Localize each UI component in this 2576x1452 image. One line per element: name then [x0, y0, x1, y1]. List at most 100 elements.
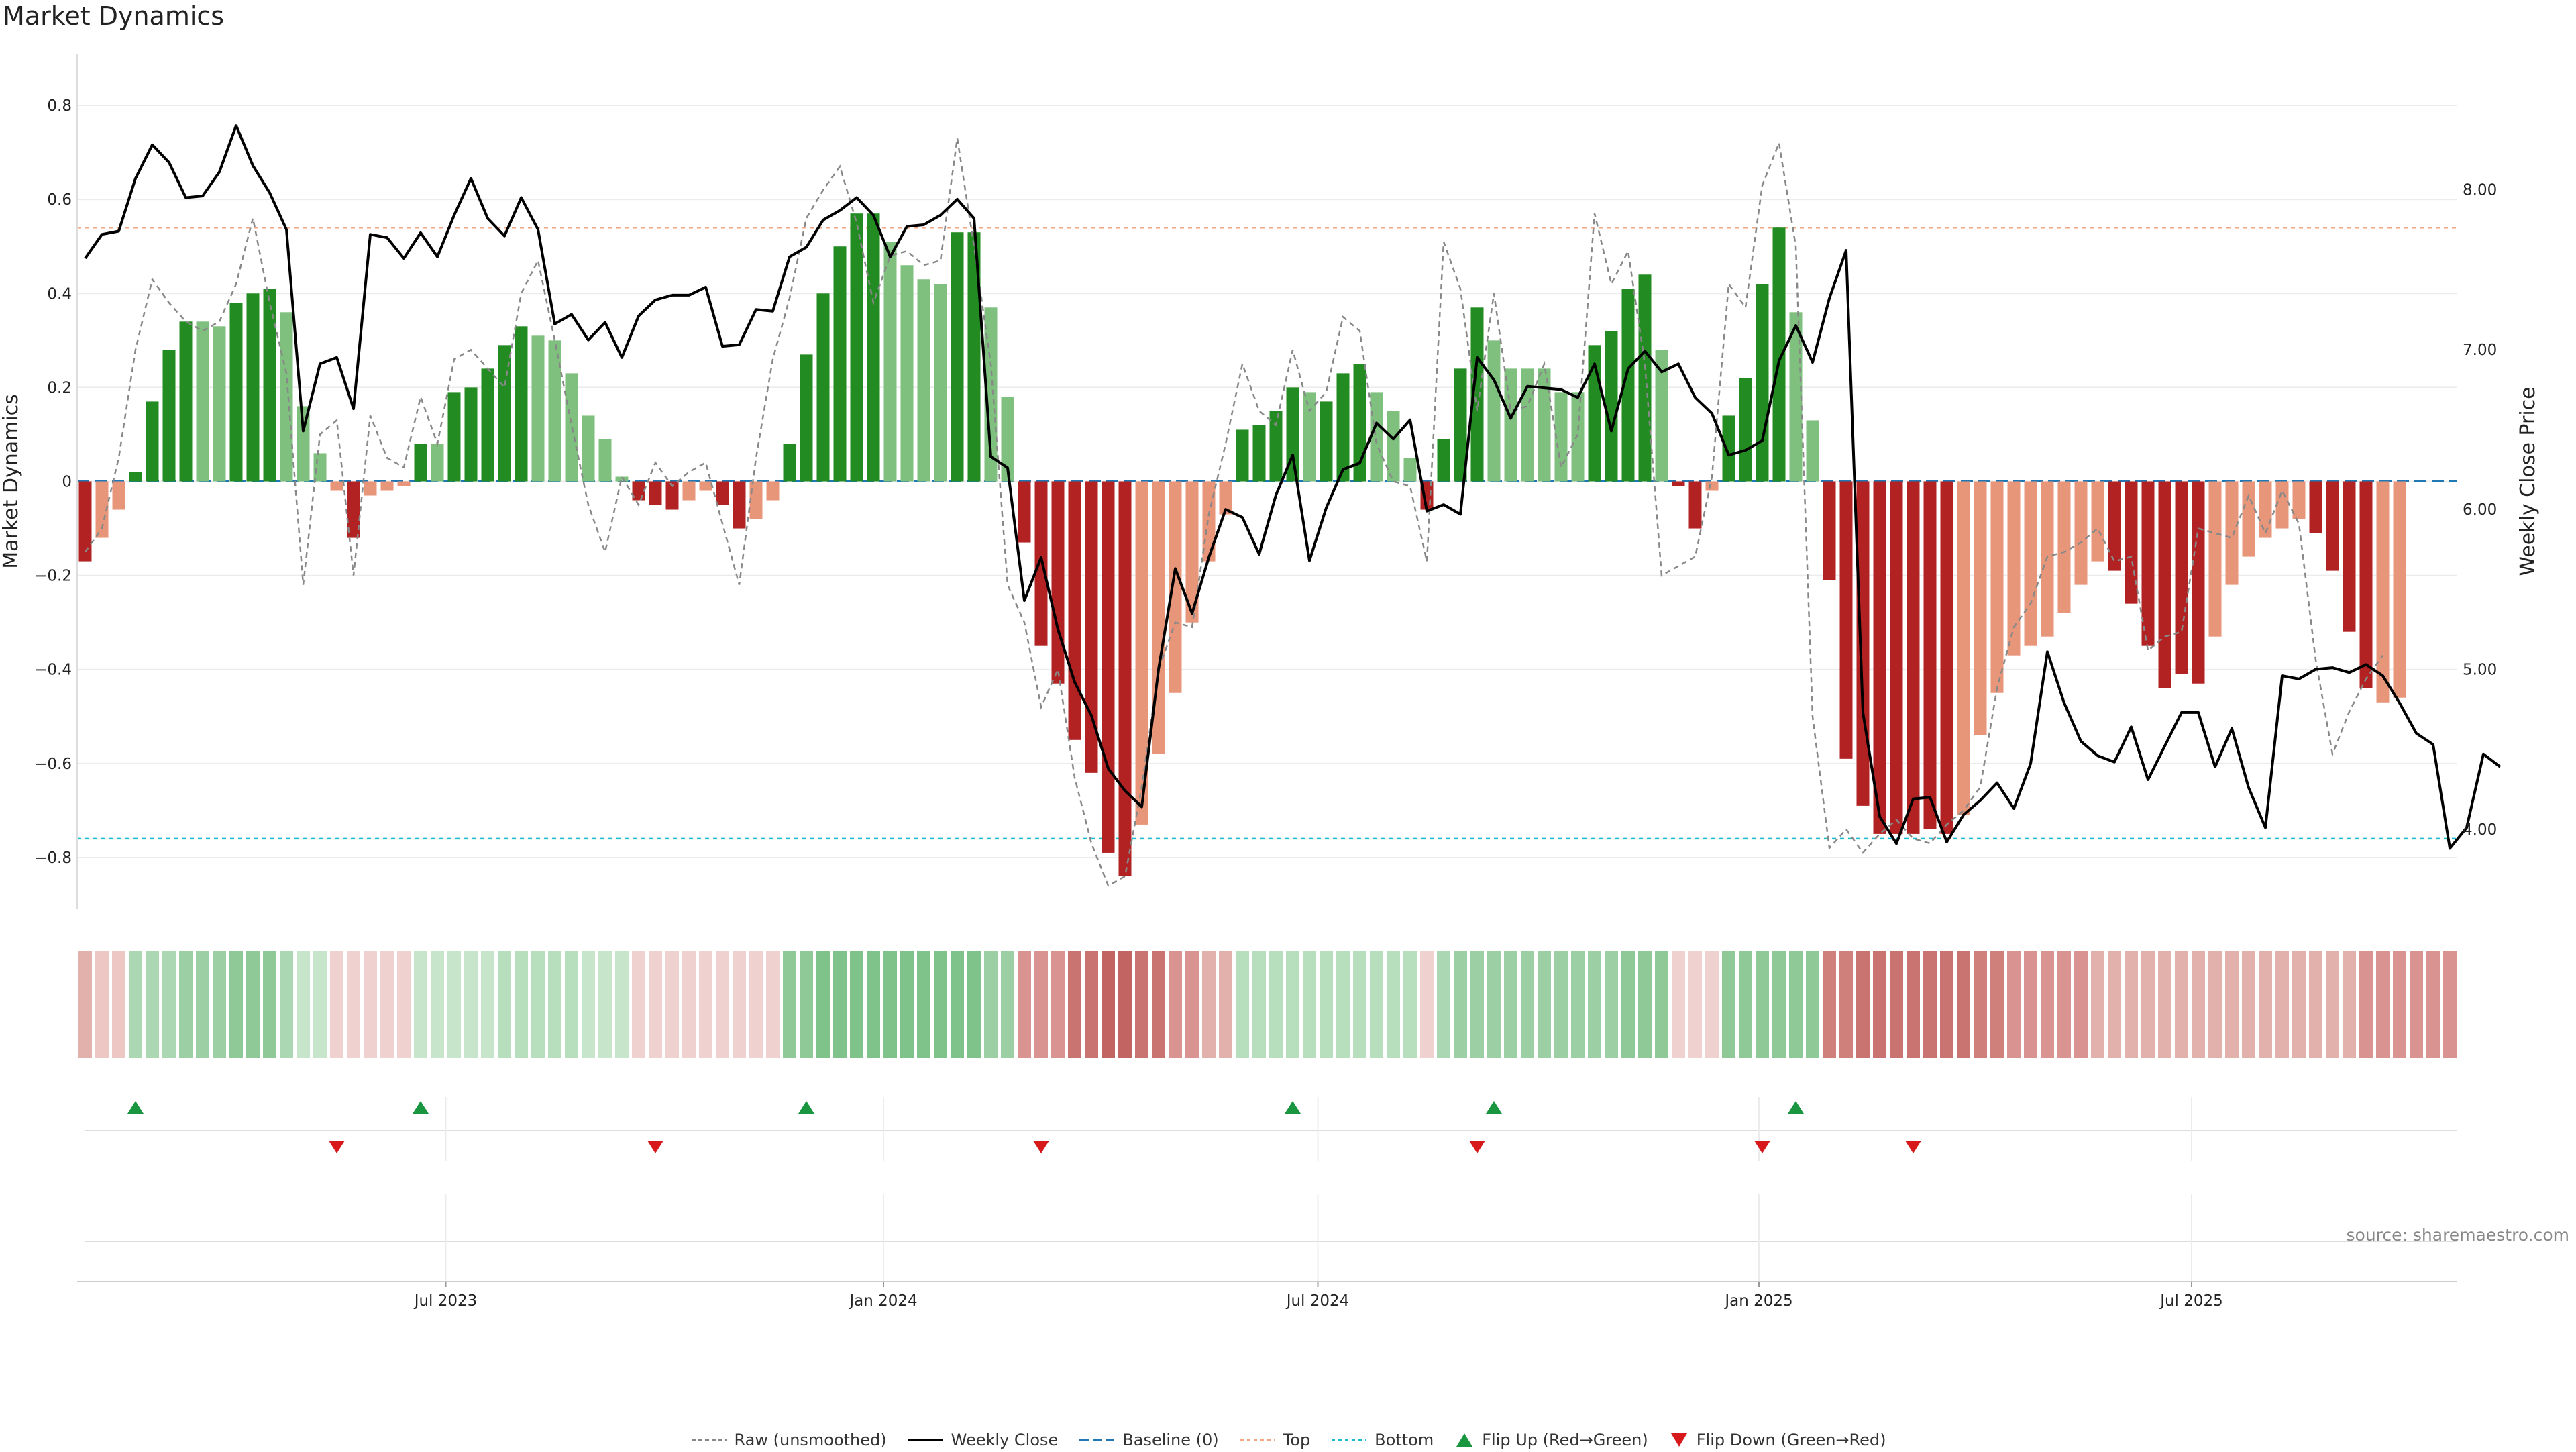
bar [179, 321, 193, 482]
legend-label: Bottom [1375, 1431, 1434, 1449]
bar [1286, 387, 1299, 482]
legend-swatch [1456, 1433, 1473, 1447]
bar [2158, 481, 2171, 688]
bar [1806, 420, 1819, 482]
regime-cell [1873, 951, 1886, 1058]
regime-cell [1990, 951, 2004, 1058]
regime-cell [1152, 951, 1165, 1058]
regime-cell [2007, 951, 2021, 1058]
bar [1990, 481, 2004, 693]
regime-cell [800, 951, 813, 1058]
bar [1102, 481, 1115, 853]
regime-cell [1437, 951, 1450, 1058]
bar [1521, 368, 1534, 482]
regime-cell [1169, 951, 1182, 1058]
legend-item-top: Top [1239, 1431, 1310, 1449]
regime-cell [1974, 951, 1987, 1058]
regime-cell [900, 951, 914, 1058]
bar [1185, 481, 1199, 623]
bar [196, 321, 209, 482]
regime-cell [1085, 951, 1098, 1058]
flip-up-marker [413, 1101, 429, 1114]
bar [397, 481, 411, 486]
legend-swatch [1670, 1433, 1687, 1447]
regime-cell [380, 951, 394, 1058]
bar [1873, 481, 1886, 834]
bar [816, 293, 830, 482]
bar [464, 387, 478, 482]
regime-cell [1554, 951, 1568, 1058]
regime-cell [682, 951, 696, 1058]
regime-cell [78, 951, 92, 1058]
bar [682, 481, 696, 501]
regime-cell [665, 951, 679, 1058]
regime-cell [1269, 951, 1283, 1058]
regime-cell [498, 951, 511, 1058]
regime-cell [1588, 951, 1601, 1058]
regime-cell [733, 951, 746, 1058]
bar [900, 265, 914, 482]
x-tick-label: Jul 2024 [1285, 1292, 1350, 1310]
regime-cell [1907, 951, 1920, 1058]
bar [1336, 373, 1350, 482]
flip-up-marker [798, 1101, 814, 1114]
regime-cell [1722, 951, 1735, 1058]
y2-tick-label: 4.00 [2463, 821, 2497, 839]
bar [2175, 481, 2188, 674]
regime-cell [2208, 951, 2222, 1058]
bar [2024, 481, 2037, 646]
bar [1923, 481, 1937, 829]
bars-layer [78, 213, 2406, 876]
regime-cell [2225, 951, 2239, 1058]
bar [2192, 481, 2205, 684]
bar [1504, 368, 1517, 482]
bar [1051, 481, 1065, 684]
regime-cell [347, 951, 360, 1058]
y-tick-label: −0.8 [34, 849, 72, 867]
regime-cell [1353, 951, 1366, 1058]
regime-cell [883, 951, 897, 1058]
bar [1403, 458, 1417, 482]
x-axis: Jul 2023 Jan 2024 Jul 2024 Jan 2025 Jul 2025 [77, 1281, 2457, 1310]
bar [783, 444, 796, 482]
bar [699, 481, 712, 491]
regime-cell [2024, 951, 2037, 1058]
legend-label: Raw (unsmoothed) [734, 1431, 887, 1449]
regime-cell [1957, 951, 1970, 1058]
flip-down-marker [1905, 1141, 1921, 1153]
regime-cell [431, 951, 444, 1058]
y-tick-label: 0.8 [47, 97, 72, 115]
flip-up-marker [1285, 1101, 1301, 1114]
bar [129, 472, 142, 482]
regime-cell [146, 951, 159, 1058]
regime-strip [78, 951, 2457, 1058]
legend-swatch [1240, 1439, 1275, 1441]
regime-cell [2074, 951, 2088, 1058]
bar [498, 345, 511, 482]
weekly-close-line [84, 124, 2502, 850]
regime-cell [1923, 951, 1937, 1058]
legend-label: Weekly Close [951, 1431, 1059, 1449]
bar [2007, 481, 2021, 656]
regime-cell [2393, 951, 2406, 1058]
regime-cell [1521, 951, 1534, 1058]
regime-cell [1387, 951, 1400, 1058]
regime-cell [1370, 951, 1383, 1058]
regime-cell [1739, 951, 1752, 1058]
bar [95, 481, 109, 538]
legend-label: Flip Up (Red→Green) [1482, 1431, 1648, 1449]
bar [2141, 481, 2155, 646]
bar [1320, 401, 1333, 482]
bar [1252, 425, 1266, 482]
bar [2309, 481, 2322, 533]
regime-cell [330, 951, 343, 1058]
bar [1538, 368, 1551, 482]
bar [515, 326, 528, 482]
bar [1907, 481, 1920, 834]
regime-cell [2410, 951, 2423, 1058]
legend-swatch [691, 1439, 727, 1441]
regime-cell [967, 951, 981, 1058]
regime-cell [1538, 951, 1551, 1058]
y-tick-label: −0.2 [34, 568, 72, 585]
regime-cell [1756, 951, 1769, 1058]
